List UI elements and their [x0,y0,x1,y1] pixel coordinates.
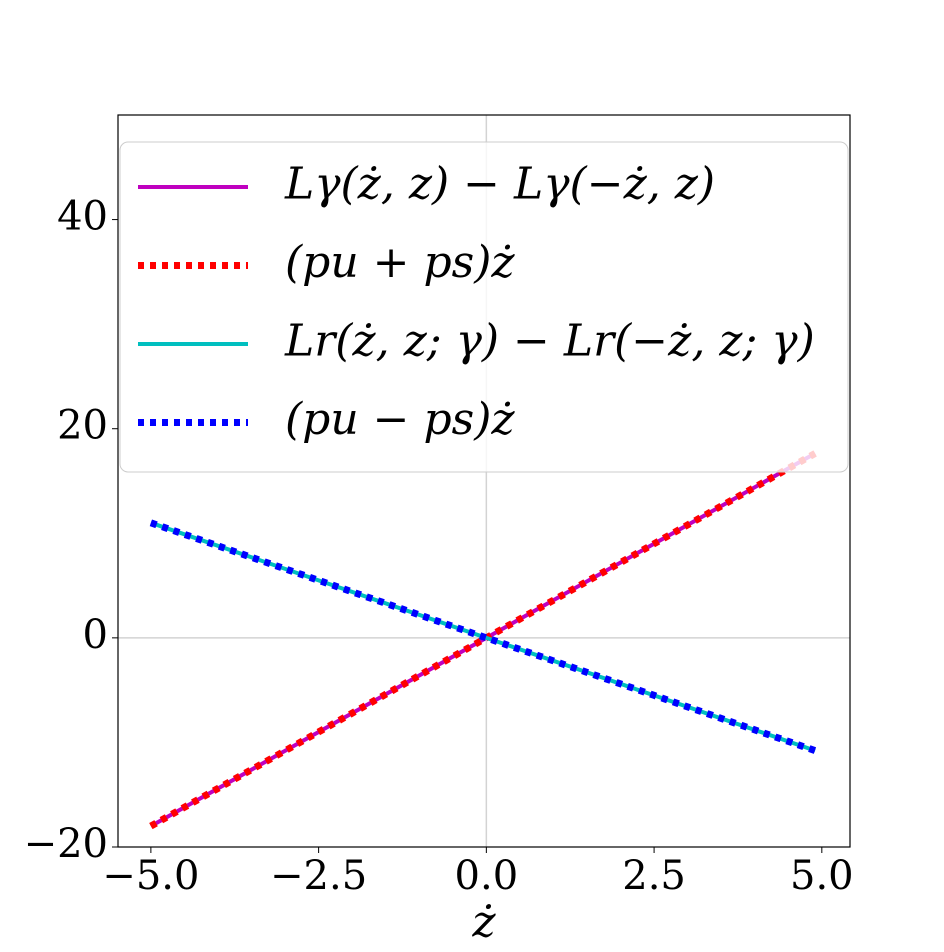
y-tick-label: 20 [57,403,108,449]
x-tick-label: 5.0 [790,853,854,899]
x-tick-label: −2.5 [270,853,367,899]
legend-box [119,141,849,473]
legend-label: Lγ(ż, z) − Lγ(−ż, z) [284,159,715,210]
y-tick-label: 0 [83,612,108,658]
x-axis-label: ż [471,897,496,948]
x-tick-label: 2.5 [622,853,686,899]
plot-frame [117,114,851,848]
y-tick-label: −20 [24,821,108,867]
y-tick-label: 40 [57,194,108,240]
x-tick-label: −5.0 [102,853,199,899]
series-line [149,519,817,754]
legend-label: (pu − ps)ż [285,394,515,445]
legend-label: (pu + ps)ż [285,237,515,288]
legend-label: Lr(ż, z; γ) − Lr(−ż, z; γ) [284,316,815,367]
x-tick-label: 0.0 [455,853,519,899]
